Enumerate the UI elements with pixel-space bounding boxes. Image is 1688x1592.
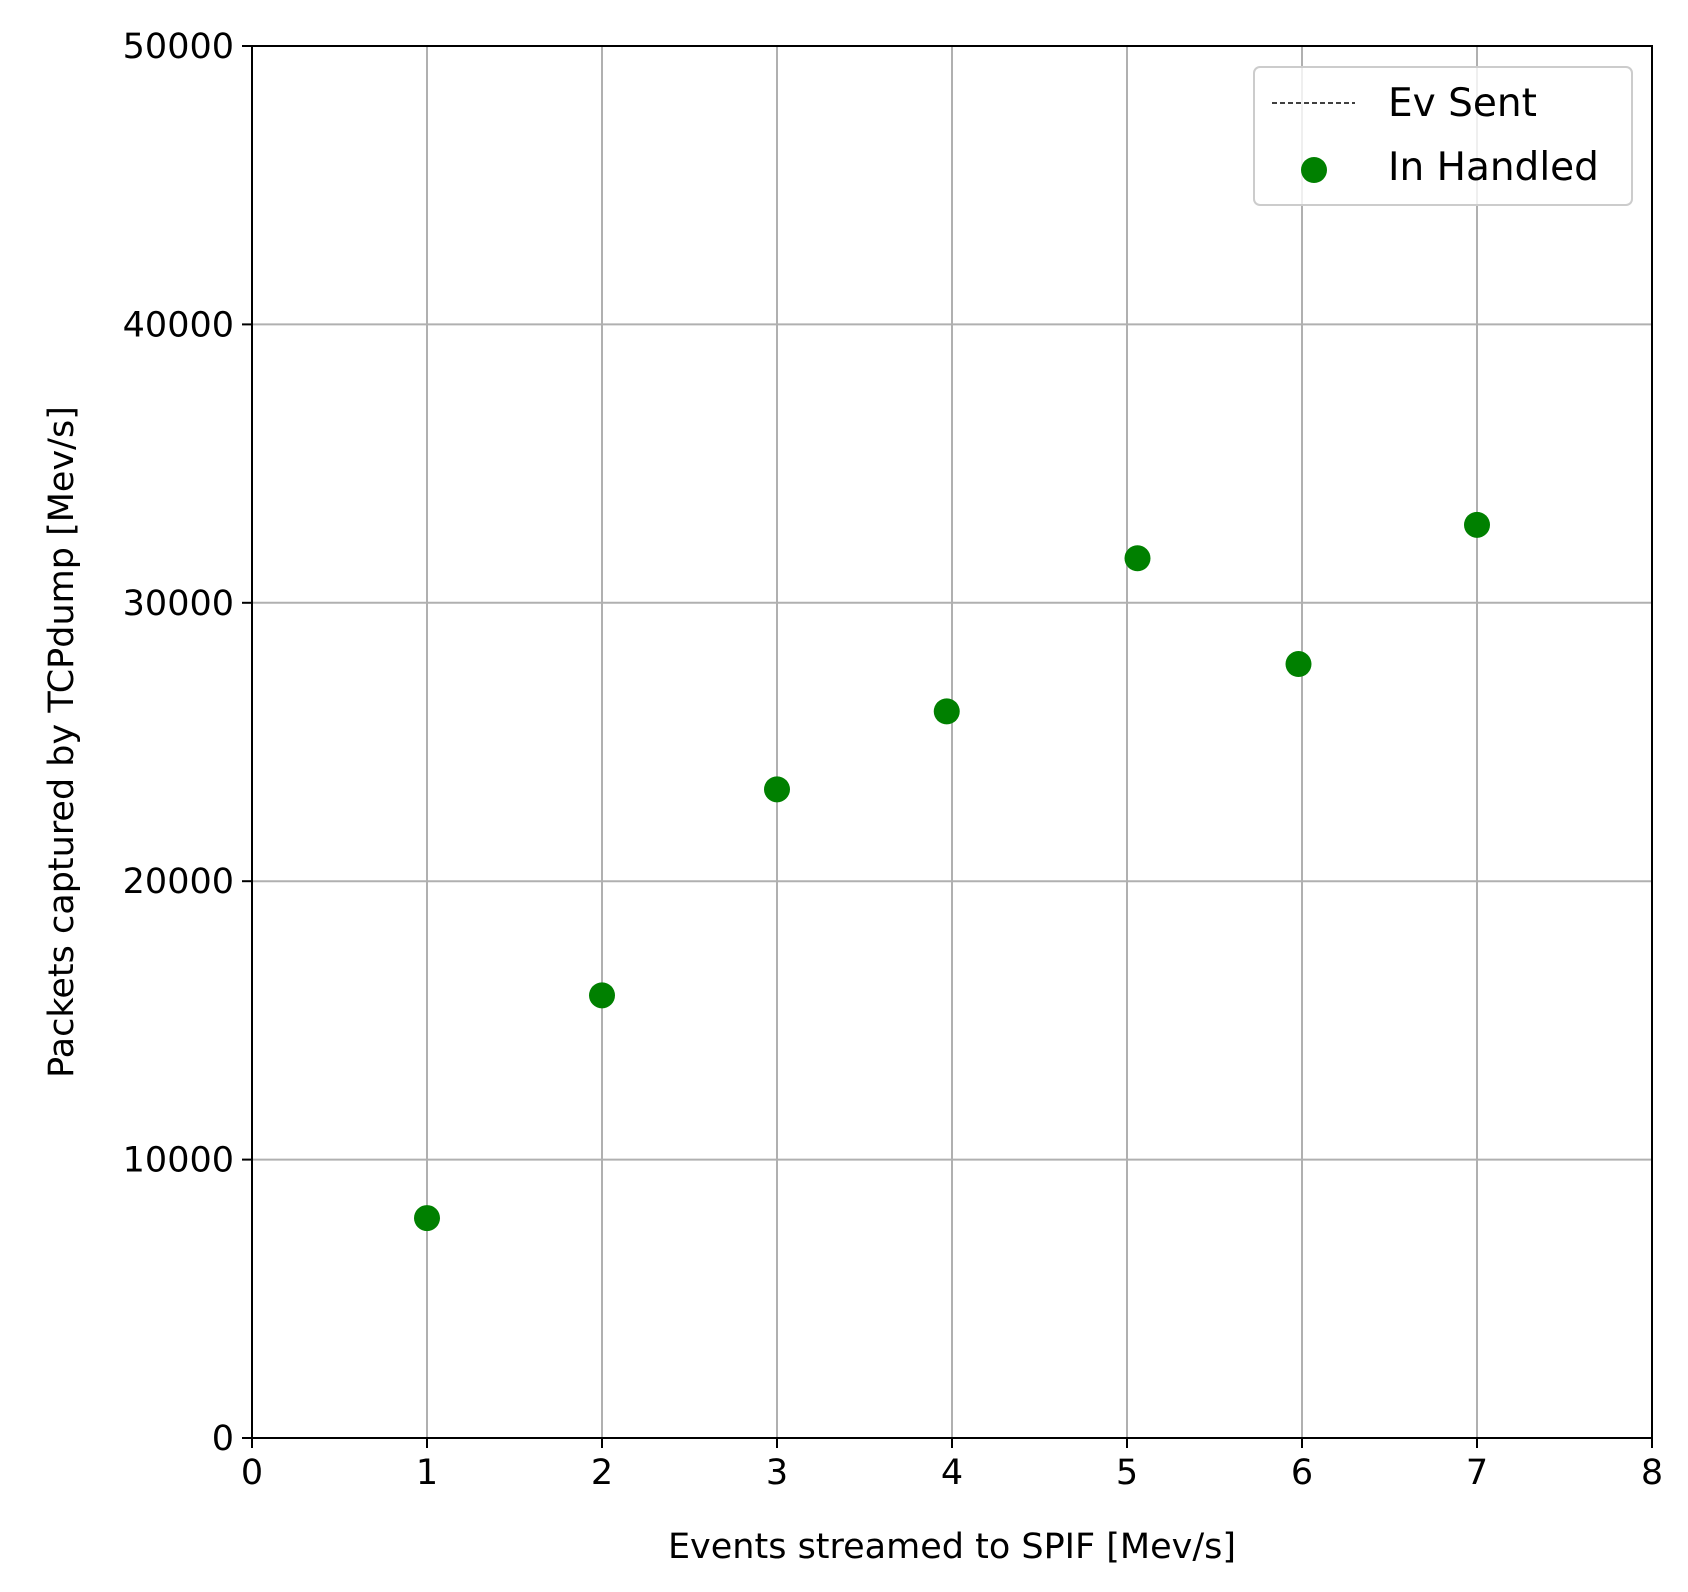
data-point [589,982,615,1009]
y-tick-label: 50000 [123,27,234,67]
legend: Ev Sent In Handled [1253,66,1633,206]
x-tick-label: 6 [1291,1453,1313,1493]
y-tick-label: 0 [212,1419,234,1459]
legend-label-in-handled: In Handled [1388,145,1599,190]
data-points [414,511,1490,1232]
y-tick-label: 10000 [123,1141,234,1181]
data-point [764,776,790,803]
legend-box [1253,66,1633,206]
data-point [414,1205,440,1232]
data-point [1124,545,1151,572]
x-tick-label: 4 [941,1453,963,1493]
y-tick-label: 20000 [123,862,234,902]
x-tick-label: 1 [416,1453,438,1493]
x-tick-label: 3 [766,1453,788,1493]
data-point [1464,511,1490,538]
x-tick-label: 0 [241,1453,263,1493]
x-tick-label: 8 [1641,1453,1663,1493]
axis-ticks: 0 1 2 3 4 5 6 7 8 0 10000 20000 30000 40000 50000 [123,27,1663,1493]
x-tick-label: 7 [1466,1453,1488,1493]
x-tick-label: 2 [591,1453,613,1493]
x-axis-label: Events streamed to SPIF [Mev/s] [668,1527,1236,1567]
y-axis-label: Packets captured by TCPdump [Mev/s] [42,406,82,1078]
data-point [1285,651,1312,678]
x-tick-label: 5 [1116,1453,1138,1493]
grid-lines [251,45,1653,1439]
y-tick-label: 40000 [123,305,234,345]
legend-marker-in-handled [1301,157,1327,183]
data-point [933,698,960,725]
legend-label-ev-sent: Ev Sent [1388,81,1537,126]
y-tick-label: 30000 [123,584,234,624]
